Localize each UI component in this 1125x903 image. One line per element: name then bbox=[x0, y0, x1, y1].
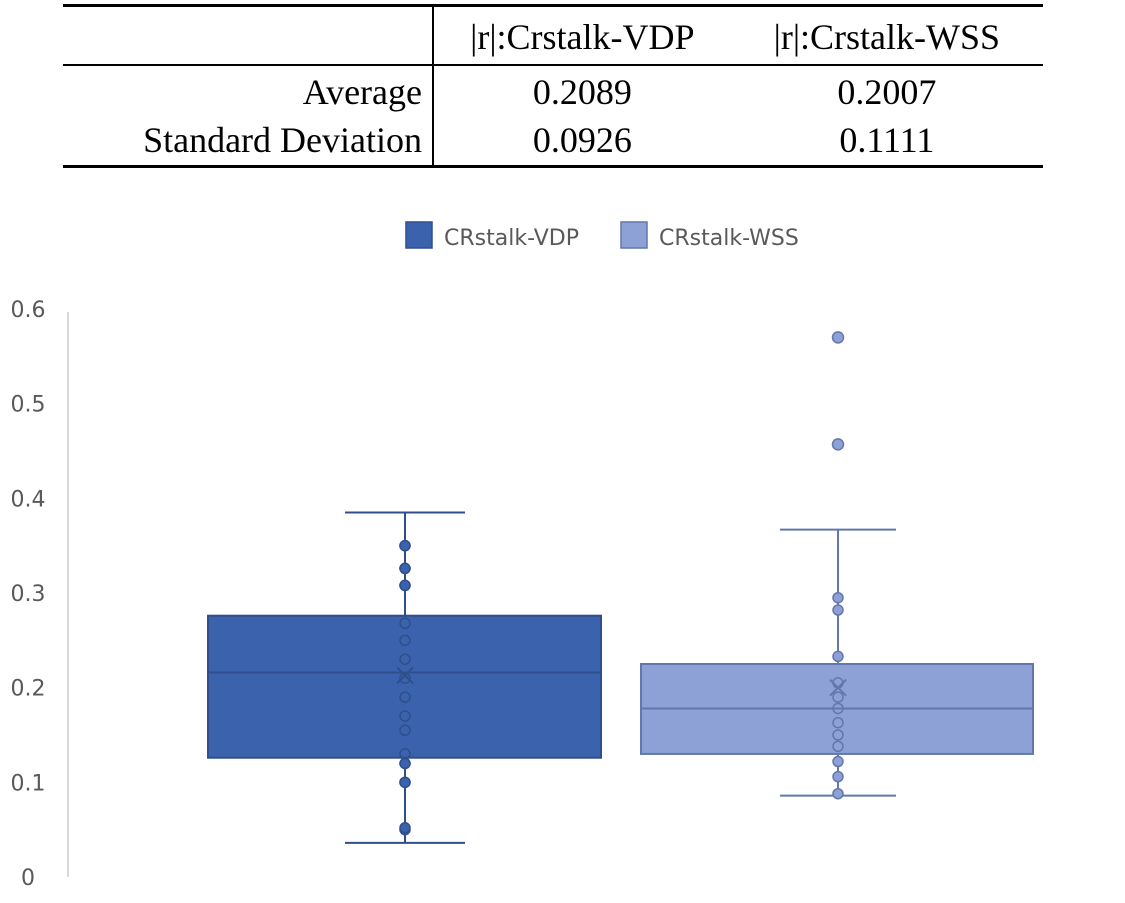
data-point bbox=[399, 562, 411, 575]
outlier-point bbox=[831, 438, 845, 451]
y-tick-label: 0.3 bbox=[11, 582, 46, 607]
data-point bbox=[399, 579, 411, 592]
legend-label: CRstalk-VDP bbox=[444, 226, 579, 251]
statistics-table: |r|:Crstalk-VDP |r|:Crstalk-WSS Average … bbox=[63, 4, 1043, 168]
mean-marker bbox=[396, 666, 414, 685]
stddev-vdp-value: 0.0926 bbox=[433, 114, 731, 168]
legend-label: CRstalk-WSS bbox=[659, 226, 799, 251]
data-point bbox=[399, 653, 411, 666]
table-row-average: Average 0.2089 0.2007 bbox=[63, 64, 1043, 115]
data-point bbox=[832, 650, 844, 663]
legend-swatch bbox=[620, 221, 648, 249]
data-point bbox=[399, 757, 411, 770]
data-point bbox=[399, 776, 411, 789]
mean-marker-stroke bbox=[829, 678, 847, 697]
data-point bbox=[399, 724, 411, 737]
data-point bbox=[399, 634, 411, 647]
y-tick-label: 0.4 bbox=[11, 487, 46, 512]
data-point bbox=[399, 822, 411, 834]
y-tick-label: 0.1 bbox=[11, 771, 46, 796]
data-point bbox=[832, 691, 844, 703]
row-label-standard-deviation: Standard Deviation bbox=[63, 114, 434, 168]
outlier-point bbox=[831, 331, 845, 344]
table-header-wss: |r|:Crstalk-WSS bbox=[730, 4, 1043, 66]
mean-marker-stroke bbox=[396, 666, 414, 685]
y-tick-label: 0.6 bbox=[11, 298, 46, 323]
stddev-wss-value: 0.1111 bbox=[730, 114, 1043, 168]
box-body bbox=[207, 614, 602, 759]
data-point bbox=[399, 617, 411, 630]
table-row-standard-deviation: Standard Deviation 0.0926 0.1111 bbox=[63, 114, 1043, 168]
data-point bbox=[832, 702, 844, 715]
data-point bbox=[832, 755, 844, 768]
table-header-blank bbox=[63, 4, 434, 66]
data-point bbox=[832, 591, 844, 604]
data-point bbox=[399, 691, 411, 703]
data-point bbox=[832, 787, 844, 800]
legend-swatch bbox=[405, 221, 433, 249]
y-tick-label: 0 bbox=[21, 866, 35, 891]
table-header-vdp: |r|:Crstalk-VDP bbox=[433, 4, 731, 66]
average-wss-value: 0.2007 bbox=[837, 71, 937, 112]
y-tick-label: 0.5 bbox=[11, 393, 46, 418]
row-label-average: Average bbox=[63, 64, 434, 115]
data-point bbox=[832, 604, 844, 616]
y-tick-label: 0.2 bbox=[11, 677, 46, 702]
data-point bbox=[399, 672, 411, 684]
data-point bbox=[399, 539, 411, 552]
data-point bbox=[832, 716, 844, 729]
table-header-row: |r|:Crstalk-VDP |r|:Crstalk-WSS bbox=[63, 4, 1043, 66]
mean-marker bbox=[829, 678, 847, 697]
average-vdp-value: 0.2089 bbox=[532, 71, 632, 112]
data-point bbox=[832, 729, 844, 741]
data-point bbox=[399, 710, 411, 722]
data-point bbox=[832, 740, 844, 753]
data-point bbox=[832, 770, 844, 783]
